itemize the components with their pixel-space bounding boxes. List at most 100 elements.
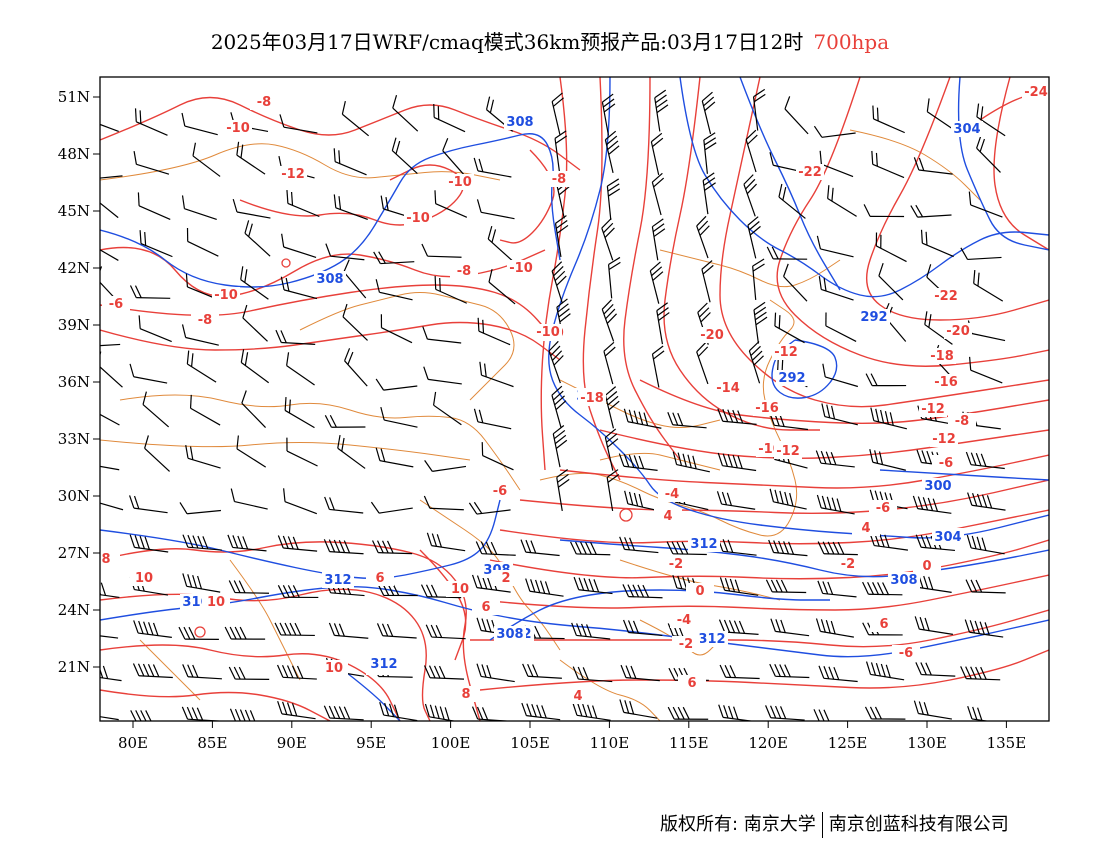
height-label: 312 <box>370 657 397 672</box>
wind-barb <box>100 713 119 721</box>
boundary-line <box>100 143 501 181</box>
wind-barb <box>421 243 462 258</box>
wind-barb <box>752 88 766 131</box>
height-label-bg <box>494 626 526 642</box>
wind-barb <box>743 174 758 217</box>
wind-barb <box>481 442 514 471</box>
temperature-isoline <box>623 77 681 461</box>
wind-barb <box>770 618 810 637</box>
wind-barb <box>241 390 266 428</box>
wind-barb <box>865 661 905 681</box>
wind-barb <box>603 341 616 385</box>
wind-barb <box>976 135 1001 173</box>
temperature-label: -6 <box>899 646 913 661</box>
lon-label: 100E <box>431 734 471 752</box>
wind-barb <box>277 585 319 599</box>
temperature-label: -4 <box>677 613 691 628</box>
wind-barb <box>277 535 318 552</box>
wind-barb <box>753 301 768 344</box>
height-label: 292 <box>778 371 805 386</box>
boundary-line <box>139 639 201 701</box>
temperature-label: -10 <box>226 121 250 136</box>
wind-barb <box>651 172 665 216</box>
wind-barb <box>475 541 516 556</box>
wind-barb <box>181 706 222 721</box>
wind-barb <box>425 624 466 640</box>
wind-barb <box>442 138 466 177</box>
temperature-label: -10 <box>406 211 430 226</box>
wind-barb <box>719 577 759 596</box>
wind-barb <box>132 663 173 679</box>
temperature-label-bg <box>928 348 956 364</box>
wind-barb <box>815 618 854 638</box>
wind-barb <box>375 378 418 391</box>
wind-barb <box>718 619 759 636</box>
wind-barb <box>552 425 568 468</box>
temperature-label-bg <box>366 570 394 586</box>
wind-barb <box>570 541 611 556</box>
temperature-label-bg <box>130 570 158 586</box>
wind-barb <box>650 132 664 176</box>
wind-barb <box>138 315 172 343</box>
lat-label: 30N <box>58 487 90 505</box>
temperature-label: -6 <box>493 484 507 499</box>
height-label-bg <box>368 656 400 672</box>
height-label-bg <box>314 271 346 287</box>
wind-barb <box>420 584 462 599</box>
wind-barb <box>815 450 855 468</box>
temperature-isoline <box>540 77 568 471</box>
temperature-label: -12 <box>921 402 945 417</box>
wind-barb <box>765 579 807 594</box>
temperature-label: -16 <box>934 375 958 390</box>
temperature-isoline <box>619 508 633 522</box>
temperature-label: 0 <box>695 584 704 599</box>
temperature-label-bg <box>753 400 781 416</box>
temperature-isoline <box>663 77 820 431</box>
boundary-line <box>100 439 471 461</box>
height-isoline <box>771 339 838 399</box>
wind-barb <box>910 204 952 218</box>
temperature-label: 8 <box>461 687 470 702</box>
wind-barb <box>228 666 270 680</box>
temperature-label-bg <box>932 288 960 304</box>
wind-barb <box>966 534 1005 555</box>
wind-barb <box>224 626 266 640</box>
wind-barb <box>667 706 709 720</box>
wind-barb <box>236 141 266 175</box>
wind-barb <box>423 665 465 680</box>
temperature-isoline <box>866 77 1049 321</box>
wind-barb <box>765 705 805 721</box>
wind-barb <box>100 343 121 348</box>
lon-label: 90E <box>277 734 307 752</box>
height-label: 300 <box>924 479 951 494</box>
temperature-label: -2 <box>841 557 855 572</box>
height-label-bg <box>322 572 354 588</box>
temperature-label-bg <box>686 583 714 599</box>
wind-barb <box>181 195 217 220</box>
wind-barb <box>745 129 758 173</box>
wind-barb <box>371 540 413 555</box>
height-label: 308 <box>316 272 343 287</box>
wind-barb <box>424 703 463 721</box>
height-label: 304 <box>934 530 961 545</box>
temperature-label: -8 <box>457 264 471 279</box>
wind-barb <box>821 403 858 426</box>
wind-barb <box>651 218 666 261</box>
temperature-label: -10 <box>509 261 533 276</box>
lat-label: 45N <box>58 202 90 220</box>
temperature-label: 10 <box>451 582 469 597</box>
wind-barb <box>379 702 418 721</box>
wind-barb <box>619 536 659 554</box>
temperature-label-bg <box>919 401 947 417</box>
height-label-bg <box>858 309 890 325</box>
temperature-label-bg <box>472 599 500 615</box>
temperature-label: 10 <box>325 661 343 676</box>
wind-barb <box>232 198 271 219</box>
copyright-owner: 版权所有: 南京大学 <box>660 814 816 835</box>
temperature-label: -12 <box>932 432 956 447</box>
wind-barb <box>620 664 660 682</box>
wind-barb <box>471 574 511 593</box>
wind-barb <box>752 258 765 301</box>
wind-barb <box>551 92 564 135</box>
wind-barb <box>913 700 952 720</box>
